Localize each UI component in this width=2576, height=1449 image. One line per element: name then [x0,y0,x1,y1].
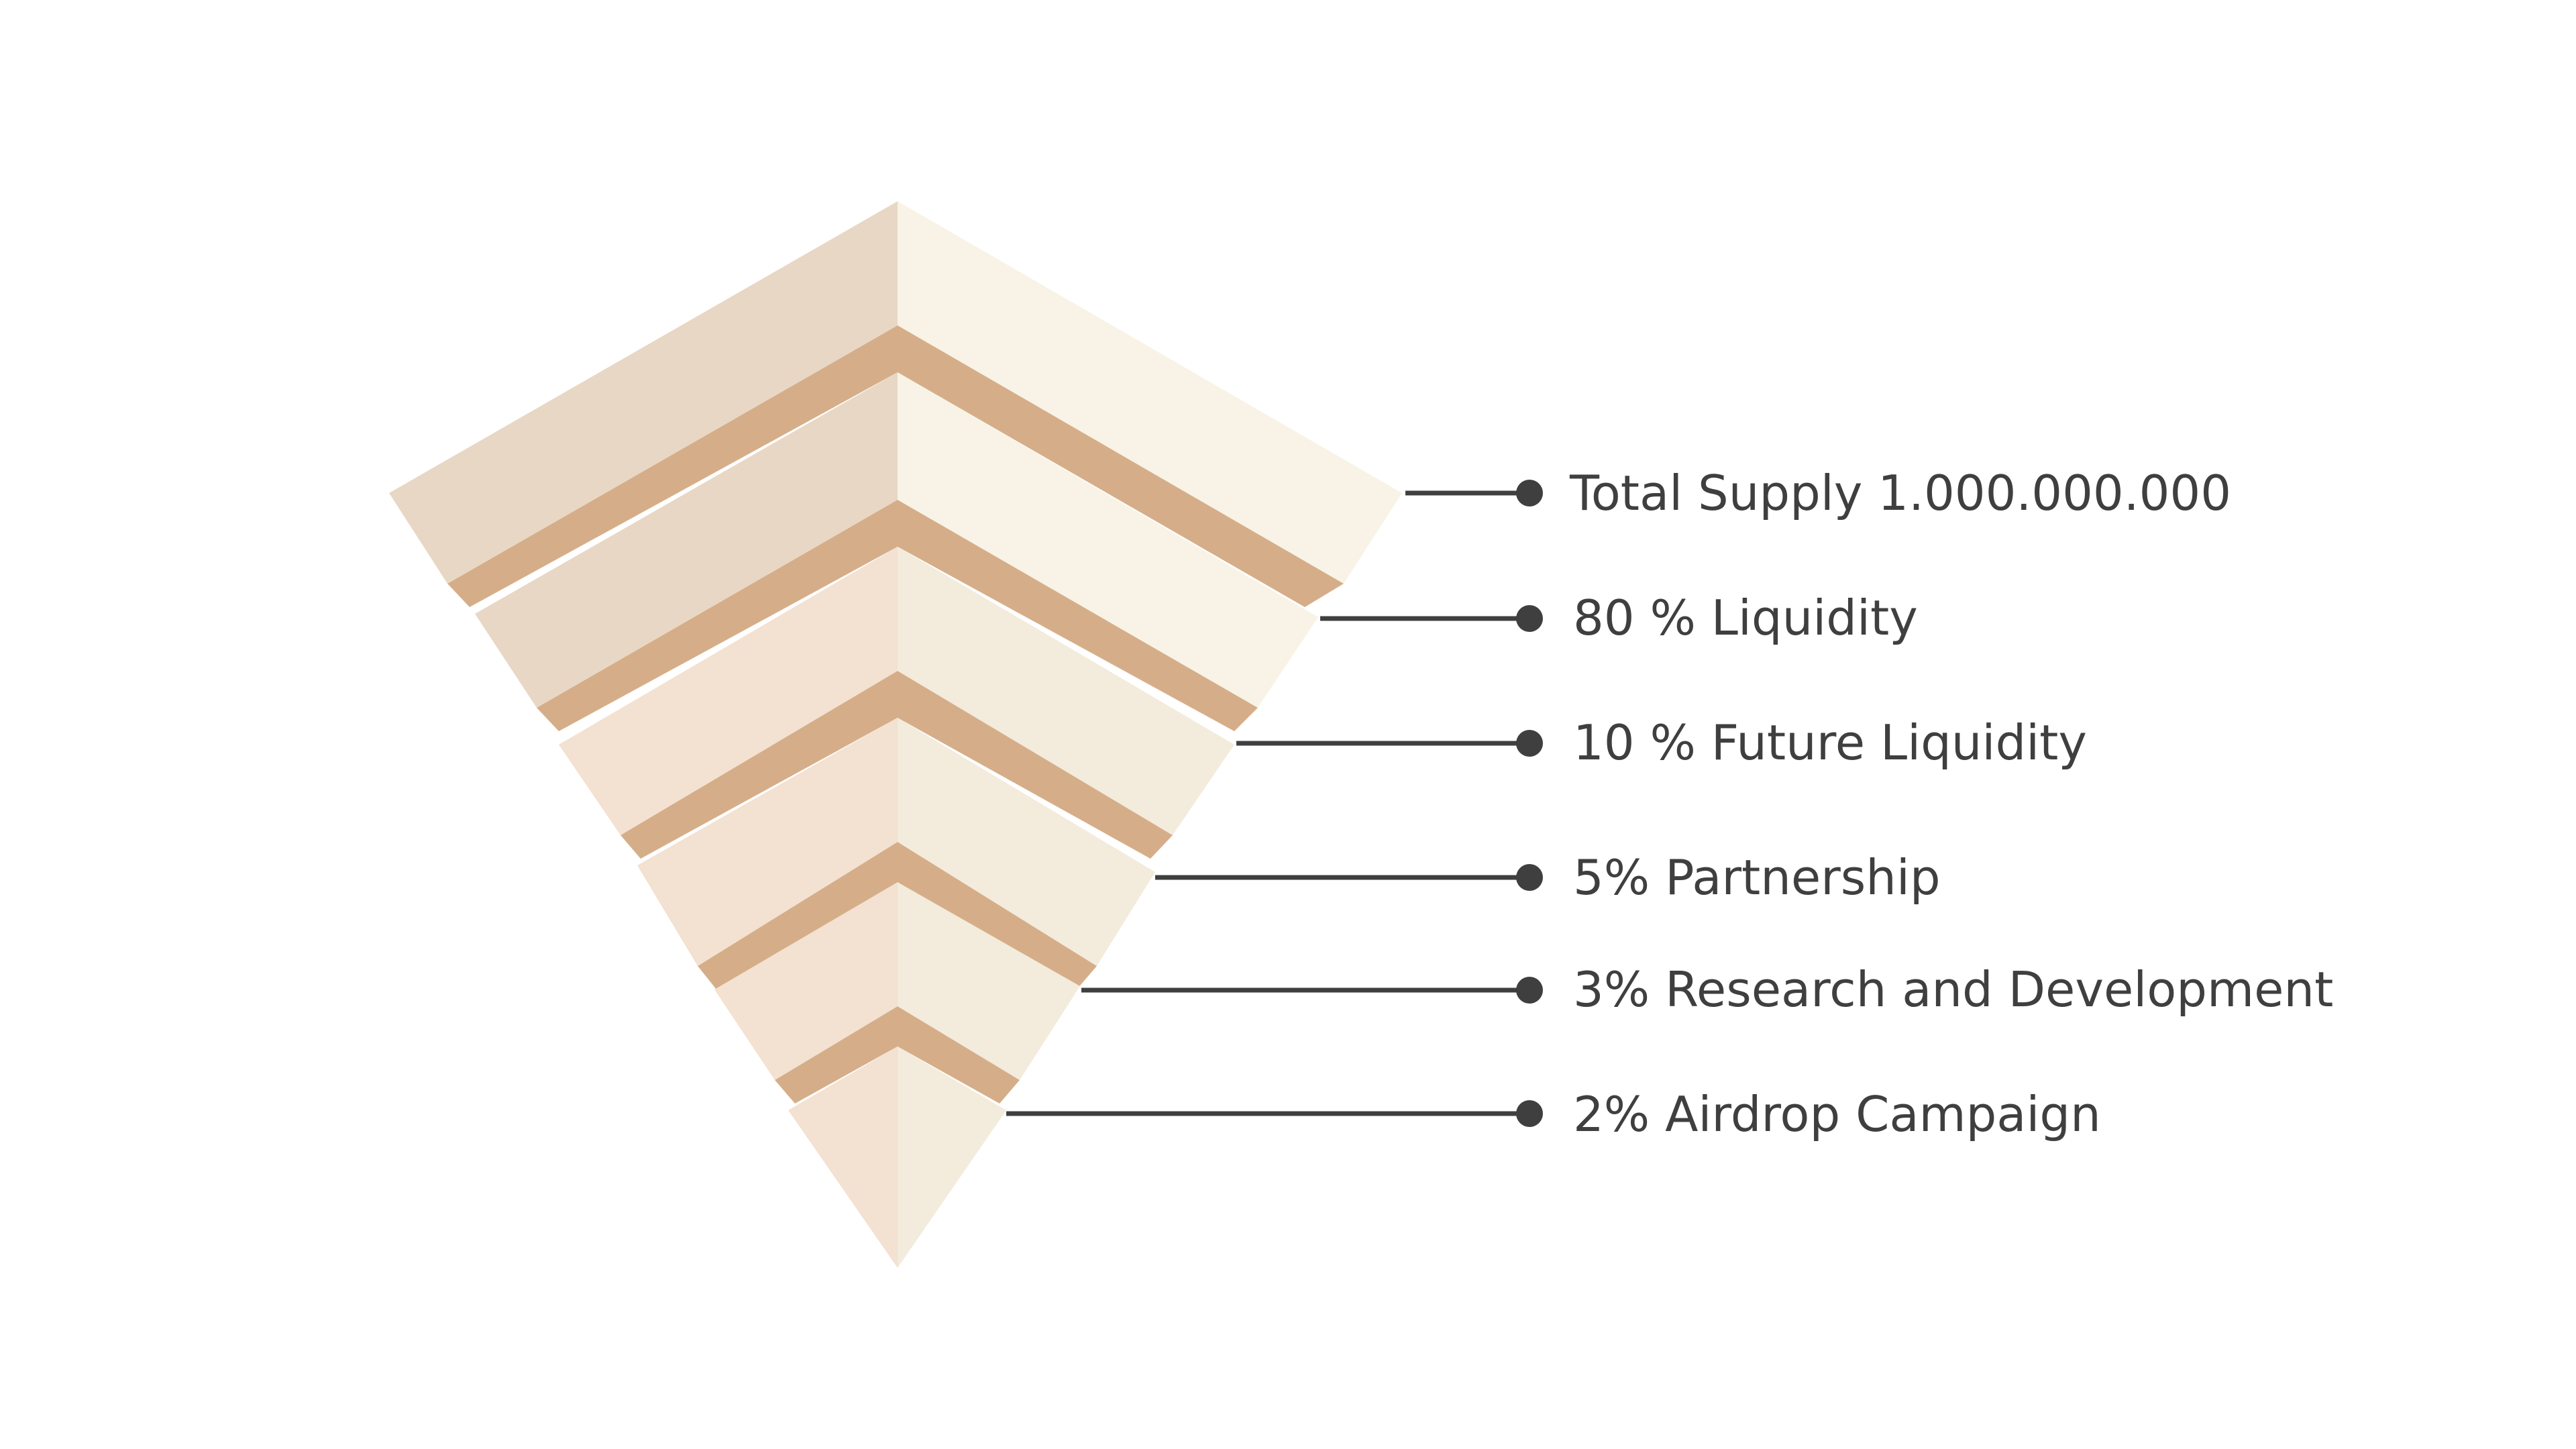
pyramid-layer-liquidity [475,372,1318,731]
layer-3-right-face [898,547,1234,835]
layer-6-right-face [898,1046,1006,1268]
layer-5-left-face [714,882,898,1080]
pyramid-layer-research-development [714,882,1080,1104]
label-partnership: 5% Partnership [1573,849,1941,906]
layer-4-band-right [898,842,1097,989]
pyramid-layer-partnership [637,718,1155,989]
label-research-development: 3% Research and Development [1573,961,2333,1018]
layer-2-band-right [898,500,1258,731]
layer-1-band-right [898,325,1344,607]
layer-5-right-face [898,882,1080,1080]
pyramid-layer-total-supply [389,201,1402,607]
label-future-liquidity: 10 % Future Liquidity [1573,714,2087,771]
layer-6-left-face [788,1046,898,1268]
layer-1-left-face [389,201,898,584]
leader-dot-total-supply [1516,480,1543,506]
pyramid-layer-future-liquidity [559,547,1234,859]
layer-4-left-face [637,718,898,966]
pyramid-layer-airdrop-campaign [788,1046,1006,1268]
leader-dot-airdrop-campaign [1516,1100,1543,1127]
layer-5-band-left [775,1006,898,1104]
layer-3-left-face [559,547,898,835]
layer-4-right-face [898,718,1155,966]
labels: Total Supply 1.000.000.000 80 % Liquidit… [1569,465,2333,1142]
label-total-supply: Total Supply 1.000.000.000 [1569,465,2231,521]
leader-dot-partnership [1516,864,1543,891]
layer-1-band [447,325,898,607]
label-liquidity: 80 % Liquidity [1573,590,1918,646]
leaders [1006,480,1543,1127]
leader-dot-liquidity [1516,605,1543,632]
leader-dot-research-development [1516,977,1543,1004]
layer-2-band-left [537,500,898,731]
layer-3-band-left [621,671,898,859]
layer-2-right-face [898,372,1318,708]
pyramid [389,201,1402,1268]
leader-dot-future-liquidity [1516,730,1543,757]
layer-5-band-right [898,1006,1020,1104]
layer-3-band-right [898,671,1173,859]
layer-2-left-face [475,372,898,708]
layer-1-right-face [898,201,1402,584]
label-airdrop-campaign: 2% Airdrop Campaign [1573,1086,2101,1142]
layer-4-band-left [698,842,898,989]
